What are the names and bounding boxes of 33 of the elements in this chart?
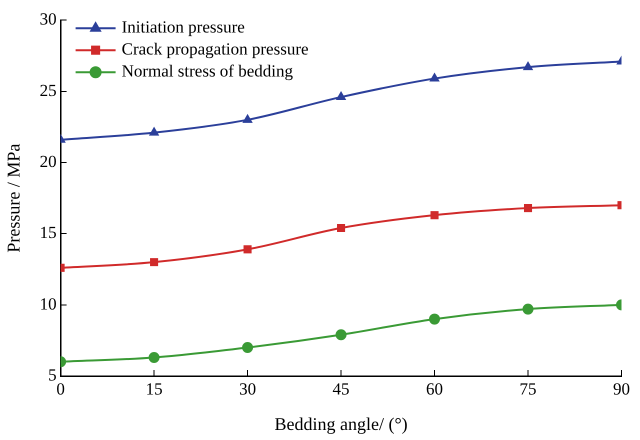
x-tick-label: 60 (426, 380, 444, 399)
point (430, 73, 440, 82)
point (150, 258, 158, 266)
point (429, 314, 440, 325)
x-tick-label: 45 (332, 380, 350, 399)
x-tick-label: 15 (146, 380, 163, 399)
legend-label: Initiation pressure (122, 18, 245, 37)
legend-label: Crack propagation pressure (122, 40, 309, 59)
point (336, 92, 346, 100)
point (244, 245, 252, 254)
y-tick-label: 25 (40, 80, 57, 100)
x-tick-label: 75 (520, 380, 537, 399)
y-tick-label: 5 (48, 365, 57, 384)
point (148, 352, 160, 363)
y-axis-title: Pressure / MPa (4, 144, 24, 253)
x-tick-label: 30 (239, 380, 256, 399)
y-tick-label: 20 (40, 152, 57, 171)
point (242, 114, 252, 123)
y-tick-label: 30 (40, 10, 57, 29)
point (524, 204, 532, 212)
point (522, 304, 534, 315)
x-axis-title: Bedding angle/ (°) (274, 414, 408, 434)
point (430, 211, 439, 220)
point (149, 127, 159, 136)
legend-label: Normal stress of bedding (122, 62, 294, 81)
x-tick-label: 0 (56, 380, 65, 399)
point (336, 329, 347, 340)
y-tick-label: 15 (40, 223, 57, 242)
point (337, 224, 346, 232)
point (242, 342, 254, 354)
point (523, 62, 533, 70)
x-tick-label: 90 (613, 380, 630, 399)
y-tick-label: 10 (40, 294, 57, 314)
